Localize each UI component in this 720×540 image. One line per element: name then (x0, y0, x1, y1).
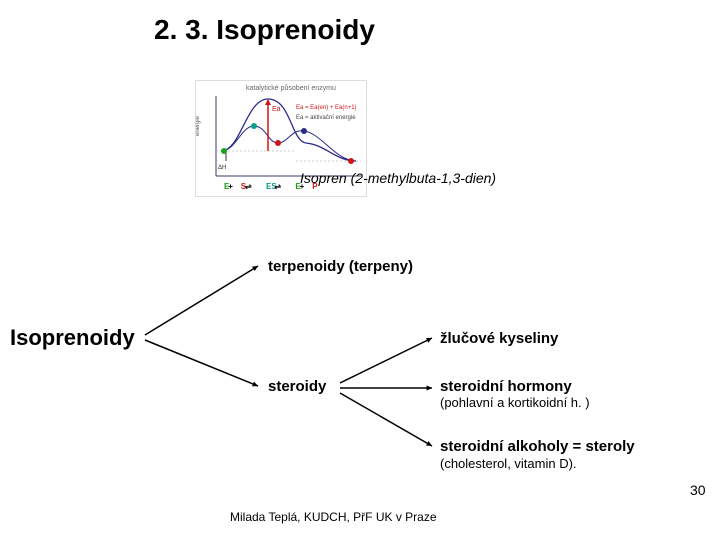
footer-credit: Milada Teplá, KUDCH, PřF UK v Praze (230, 510, 437, 524)
svg-text:ΔH: ΔH (218, 165, 226, 171)
svg-text:⇌: ⇌ (245, 182, 252, 191)
svg-text:energie: energie (196, 115, 201, 136)
svg-text:Ea = Ea(en) + Ea(n+1): Ea = Ea(en) + Ea(n+1) (296, 105, 357, 111)
branch-terpenoidy: terpenoidy (terpeny) (268, 258, 413, 275)
svg-text:⇌: ⇌ (274, 182, 281, 191)
leaf-steroly-sub: (cholesterol, vitamin D). (440, 456, 577, 471)
leaf-steroly: steroidní alkoholy = steroly (440, 438, 635, 455)
root-isoprenoidy: Isoprenoidy (10, 325, 135, 351)
leaf-hormony: steroidní hormony (440, 378, 572, 395)
leaf-zlucove: žlučové kyseliny (440, 330, 558, 347)
isopren-caption: Isopren (2-methylbuta-1,3-dien) (300, 170, 496, 186)
page-number: 30 (690, 482, 706, 498)
branch-steroidy: steroidy (268, 378, 326, 395)
svg-text:+: + (228, 182, 233, 191)
page-title: 2. 3. Isoprenoidy (154, 14, 375, 46)
svg-text:Ea = aktivační energie: Ea = aktivační energie (296, 115, 356, 121)
leaf-hormony-sub: (pohlavní a kortikoidní h. ) (440, 395, 590, 410)
svg-text:katalytické působení enzymu: katalytické působení enzymu (246, 84, 336, 92)
svg-text:Ea: Ea (272, 106, 281, 113)
